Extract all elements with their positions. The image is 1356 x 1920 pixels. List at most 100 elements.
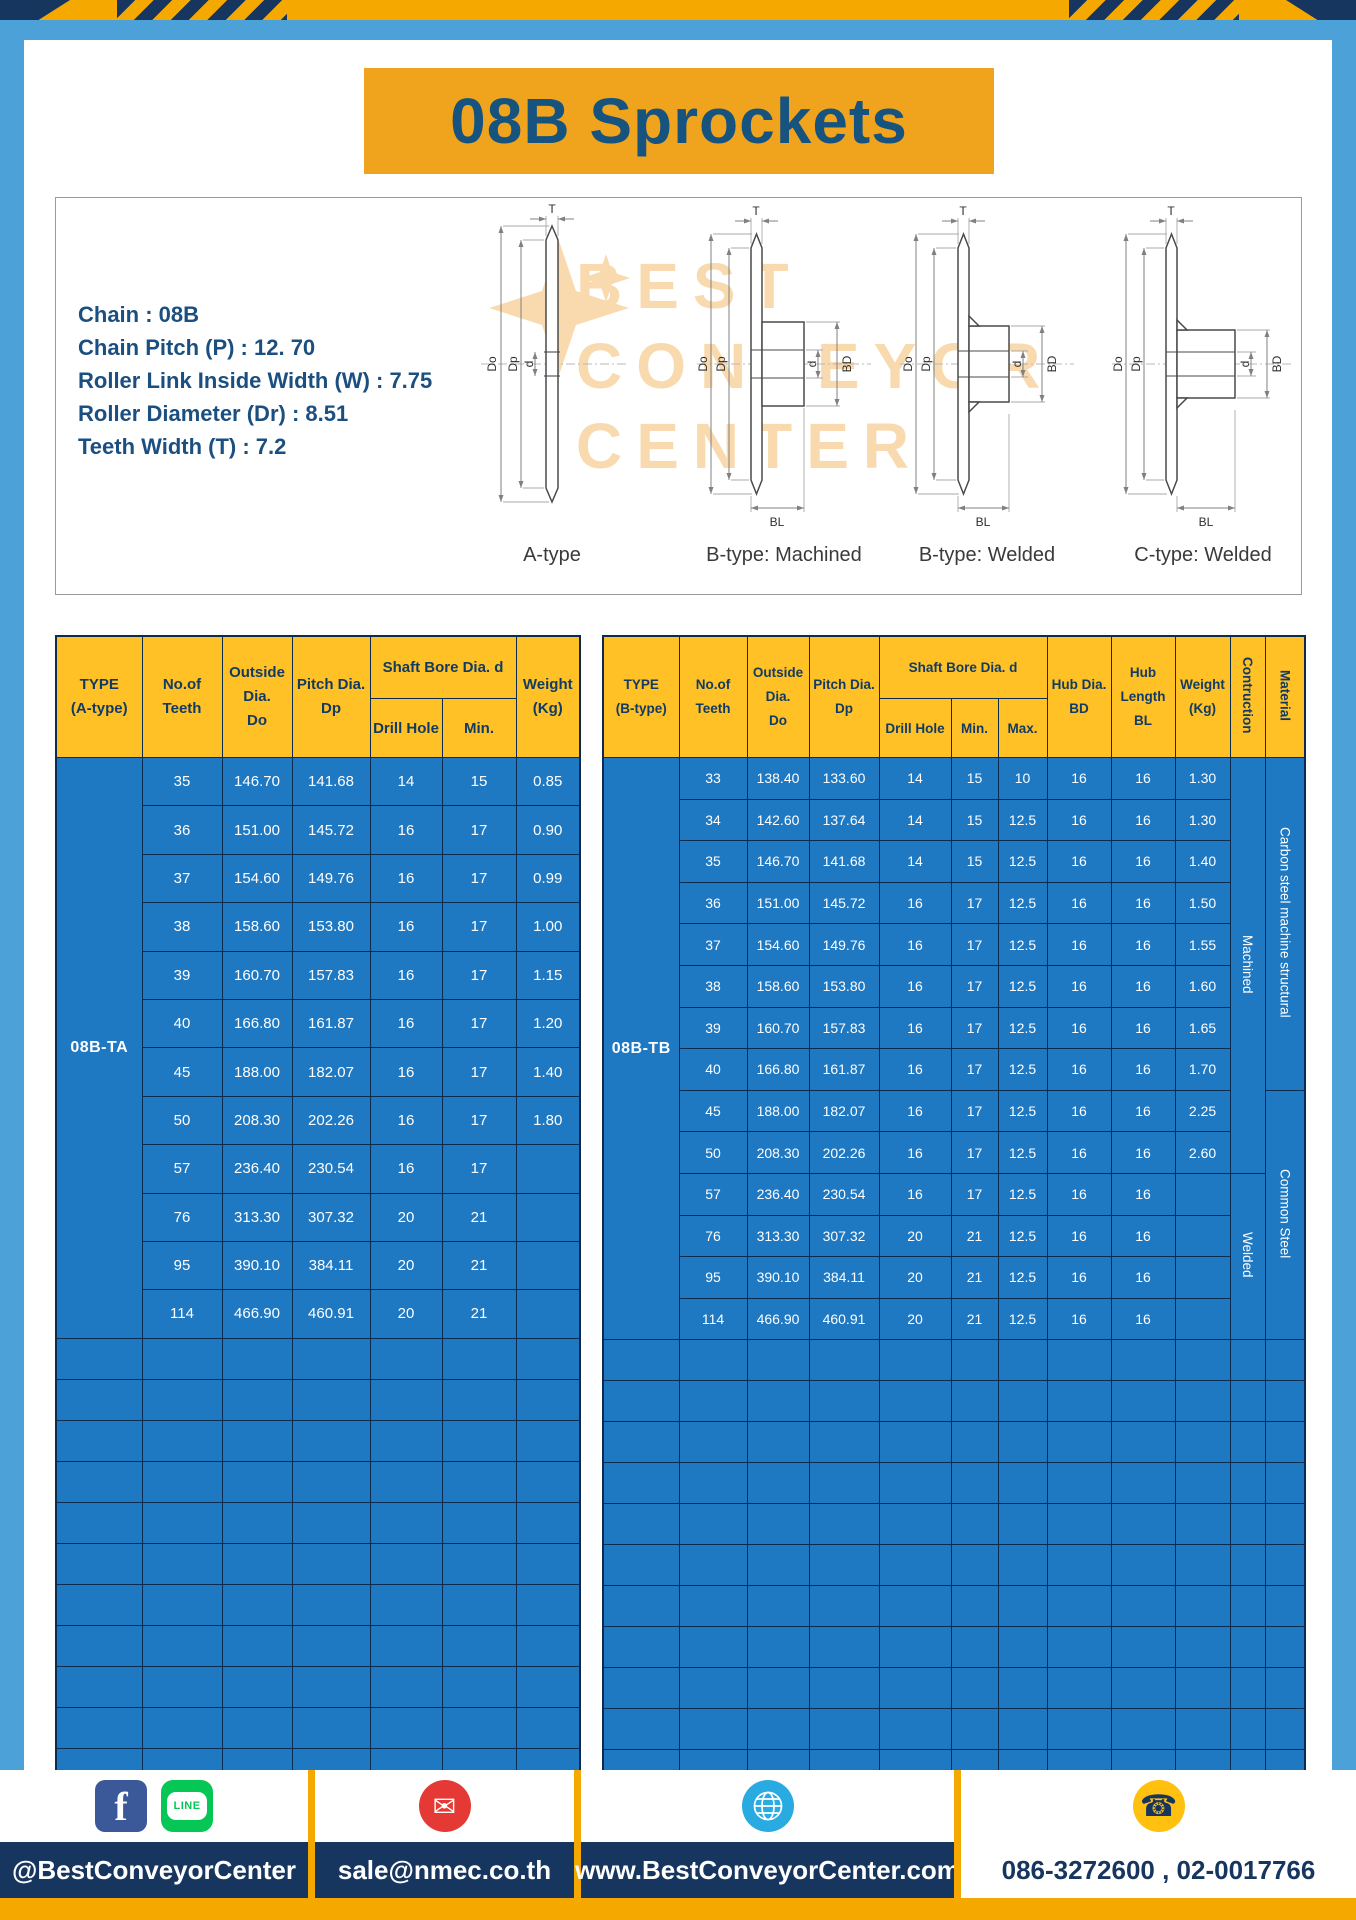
data-cell: 17 bbox=[950, 923, 999, 966]
header-weight: Weight (Kg) bbox=[1174, 635, 1231, 758]
empty-cell bbox=[997, 1421, 1048, 1464]
dim-label-bd: BD bbox=[840, 355, 854, 372]
empty-cell bbox=[878, 1380, 952, 1423]
data-cell: 138.40 bbox=[746, 757, 810, 800]
data-cell: 384.11 bbox=[291, 1240, 371, 1291]
header-drill-hole: Drill Hole bbox=[369, 698, 443, 758]
dim-label-dp: Dp bbox=[919, 356, 933, 372]
empty-cell bbox=[1046, 1503, 1112, 1546]
data-cell: 16 bbox=[1046, 1256, 1112, 1299]
data-cell: 12.5 bbox=[997, 881, 1048, 925]
phone-glyph: ☎ bbox=[1139, 1788, 1178, 1824]
data-cell: 15 bbox=[950, 757, 999, 800]
header-min: Min. bbox=[950, 698, 999, 758]
data-cell: 1.30 bbox=[1174, 757, 1231, 800]
watermark-line: CENTER bbox=[576, 410, 924, 482]
data-cell: 17 bbox=[441, 1047, 517, 1097]
mail-icon: ✉ bbox=[418, 1780, 471, 1832]
empty-cell bbox=[1110, 1626, 1176, 1669]
empty-cell bbox=[1046, 1462, 1112, 1505]
empty-cell bbox=[746, 1503, 810, 1546]
data-cell: 307.32 bbox=[808, 1214, 880, 1258]
data-cell bbox=[515, 1289, 581, 1339]
empty-cell bbox=[369, 1501, 443, 1544]
data-cell: 188.00 bbox=[746, 1089, 810, 1133]
empty-cell bbox=[1046, 1585, 1112, 1628]
data-cell: 460.91 bbox=[808, 1297, 880, 1341]
dim-label-d: d bbox=[1010, 361, 1024, 368]
data-cell: 39 bbox=[141, 950, 223, 1000]
hazard-stripes-right bbox=[1069, 0, 1239, 20]
data-cell: 17 bbox=[441, 853, 517, 904]
empty-cell bbox=[1229, 1462, 1266, 1505]
empty-cell bbox=[141, 1501, 223, 1544]
empty-cell bbox=[746, 1421, 810, 1464]
empty-cell bbox=[369, 1624, 443, 1667]
empty-cell bbox=[878, 1626, 952, 1669]
data-cell: 154.60 bbox=[746, 923, 810, 966]
table-b-type: TYPE (B-type) No.of Teeth Outside Dia. Do Pitch… bbox=[602, 635, 1307, 1793]
empty-cell bbox=[746, 1667, 810, 1710]
data-cell: 16 bbox=[1046, 1048, 1112, 1091]
empty-cell bbox=[808, 1421, 880, 1464]
empty-cell bbox=[369, 1583, 443, 1626]
empty-cell bbox=[515, 1501, 581, 1544]
empty-cell bbox=[1110, 1708, 1176, 1751]
empty-cell bbox=[950, 1667, 999, 1710]
footer-handle-bar: @BestConveyorCenter bbox=[0, 1842, 308, 1898]
data-cell: 38 bbox=[678, 964, 748, 1008]
data-cell: 145.72 bbox=[808, 881, 880, 925]
empty-cell bbox=[950, 1339, 999, 1382]
title-banner: 08B Sprockets bbox=[364, 68, 994, 174]
data-cell: 12.5 bbox=[997, 964, 1048, 1008]
empty-cell bbox=[1264, 1544, 1306, 1587]
caption-b-type-machined: B-type: Machined bbox=[706, 544, 862, 566]
empty-cell bbox=[1264, 1339, 1306, 1382]
empty-cell bbox=[291, 1460, 371, 1503]
data-cell: 76 bbox=[678, 1214, 748, 1258]
top-hazard-bar bbox=[0, 0, 1356, 20]
footer-web-icons bbox=[581, 1770, 954, 1842]
empty-cell bbox=[602, 1462, 680, 1505]
data-cell: 20 bbox=[878, 1297, 952, 1341]
empty-cell bbox=[1046, 1421, 1112, 1464]
data-cell bbox=[515, 1240, 581, 1291]
data-cell: 16 bbox=[878, 881, 952, 925]
construction-cell: Machined bbox=[1229, 757, 1266, 1174]
empty-cell bbox=[1110, 1667, 1176, 1710]
data-cell: 20 bbox=[878, 1256, 952, 1299]
dim-label-t: T bbox=[1167, 204, 1175, 218]
empty-cell bbox=[1174, 1421, 1231, 1464]
mail-glyph: ✉ bbox=[432, 1789, 457, 1823]
data-cell: 384.11 bbox=[808, 1256, 880, 1299]
empty-cell bbox=[746, 1708, 810, 1751]
footer-social-section: f LINE @BestConveyorCenter bbox=[0, 1770, 308, 1898]
data-cell: 37 bbox=[141, 853, 223, 904]
empty-cell bbox=[291, 1419, 371, 1462]
empty-cell bbox=[678, 1462, 748, 1505]
corner-stripe-left bbox=[0, 0, 70, 20]
caption-c-type-welded: C-type: Welded bbox=[1134, 544, 1272, 566]
data-cell: 0.99 bbox=[515, 853, 581, 904]
empty-cell bbox=[746, 1339, 810, 1382]
data-cell: 20 bbox=[369, 1289, 443, 1339]
data-cell: 208.30 bbox=[221, 1095, 293, 1146]
data-cell: 45 bbox=[141, 1047, 223, 1097]
empty-cell bbox=[515, 1378, 581, 1421]
dim-label-t: T bbox=[959, 204, 967, 218]
empty-cell bbox=[141, 1460, 223, 1503]
data-cell: 12.5 bbox=[997, 1172, 1048, 1216]
data-cell: 1.30 bbox=[1174, 798, 1231, 842]
empty-cell bbox=[221, 1706, 293, 1749]
spec-line-pitch: Chain Pitch (P) : 12. 70 bbox=[78, 335, 316, 360]
data-cell: 1.20 bbox=[515, 998, 581, 1049]
data-cell: 17 bbox=[950, 1089, 999, 1133]
empty-cell bbox=[678, 1667, 748, 1710]
data-cell: 149.76 bbox=[291, 853, 371, 904]
data-cell: 16 bbox=[1110, 1006, 1176, 1050]
spec-line-roller-dia: Roller Diameter (Dr) : 8.51 bbox=[78, 401, 349, 426]
data-cell: 182.07 bbox=[808, 1089, 880, 1133]
dim-label-bl: BL bbox=[1199, 515, 1214, 529]
data-cell: 0.90 bbox=[515, 805, 581, 855]
empty-cell bbox=[950, 1503, 999, 1546]
